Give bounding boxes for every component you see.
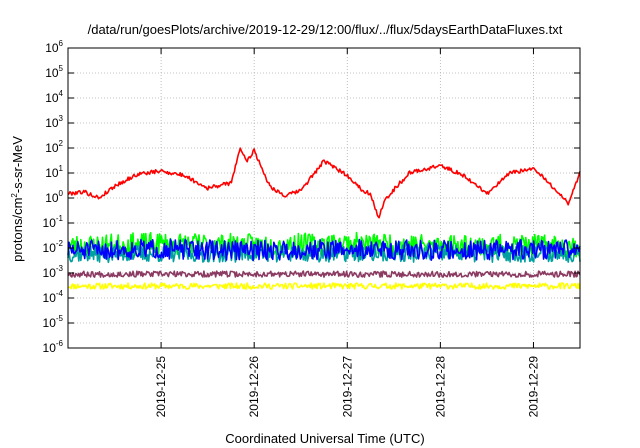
y-tick-label: 104 (45, 89, 63, 105)
y-tick-label-exp: 0 (59, 189, 64, 198)
y-axis-label-base: protons/cm (10, 198, 25, 262)
y-tick-label: 10-5 (43, 314, 64, 330)
y-tick-label-base: 10 (45, 141, 59, 155)
y-tick-label-base: 10 (45, 91, 59, 105)
y-tick-label-exp: 4 (59, 89, 64, 98)
y-tick-label-exp: 6 (59, 39, 64, 48)
y-axis-label-sup: 2 (10, 193, 19, 198)
chart-title: /data/run/goesPlots/archive/2019-12-29/1… (88, 22, 563, 37)
y-tick-label: 102 (45, 139, 63, 155)
series-line-3 (67, 238, 581, 262)
y-tick-label-exp: -1 (56, 214, 64, 223)
x-tick-label: 2019-12-29 (526, 356, 540, 418)
y-tick-label: 10-3 (43, 264, 64, 280)
y-tick-label-exp: -3 (56, 264, 64, 273)
y-tick-label-exp: -2 (56, 239, 64, 248)
y-tick-label-exp: 1 (59, 164, 64, 173)
y-tick-label: 101 (45, 164, 63, 180)
y-tick-label: 103 (45, 114, 63, 130)
series-line-4 (67, 270, 581, 278)
y-tick-label-base: 10 (43, 341, 57, 355)
series-line-5 (67, 147, 581, 219)
x-axis-label: Coordinated Universal Time (UTC) (225, 431, 424, 446)
ticks: 10-610-510-410-310-210-11001011021031041… (43, 39, 580, 417)
y-tick-label: 106 (45, 39, 63, 55)
y-tick-label-base: 10 (43, 291, 57, 305)
y-tick-label-base: 10 (43, 216, 57, 230)
y-tick-label-exp: -5 (56, 314, 64, 323)
y-tick-label-base: 10 (45, 116, 59, 130)
series-line-0 (67, 282, 581, 290)
y-tick-label-base: 10 (45, 166, 59, 180)
y-tick-label: 100 (45, 189, 63, 205)
y-tick-label: 10-1 (43, 214, 64, 230)
y-tick-label: 10-2 (43, 239, 64, 255)
y-tick-label-base: 10 (43, 241, 57, 255)
x-tick-label: 2019-12-26 (247, 356, 261, 418)
y-tick-label-base: 10 (45, 41, 59, 55)
y-tick-label-base: 10 (45, 66, 59, 80)
y-tick-label: 105 (45, 64, 63, 80)
x-tick-label: 2019-12-27 (340, 356, 354, 418)
y-tick-label-base: 10 (45, 191, 59, 205)
y-axis-label-rest: -s-sr-MeV (10, 136, 25, 193)
y-tick-label-exp: 3 (59, 114, 64, 123)
x-tick-label: 2019-12-28 (433, 356, 447, 418)
y-tick-label-exp: -4 (56, 289, 64, 298)
y-tick-label: 10-6 (43, 339, 64, 355)
x-tick-label: 2019-12-25 (154, 356, 168, 418)
y-tick-label: 10-4 (43, 289, 64, 305)
y-tick-label-base: 10 (43, 316, 57, 330)
y-tick-label-exp: 2 (59, 139, 64, 148)
y-tick-label-exp: 5 (59, 64, 64, 73)
y-axis-label: protons/cm2-s-sr-MeV (10, 136, 25, 262)
grid-lines (68, 48, 580, 348)
series-lines (67, 147, 581, 290)
y-tick-label-base: 10 (43, 266, 57, 280)
y-tick-label-exp: -6 (56, 339, 64, 348)
